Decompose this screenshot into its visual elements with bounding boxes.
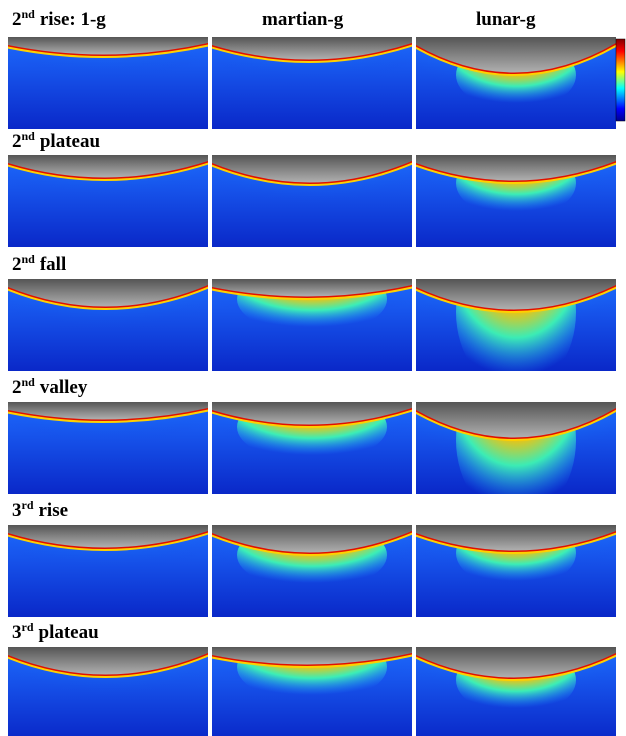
figure: martian-g lunar-g 2ndrise: 1-g2ndplateau… — [0, 0, 626, 736]
panel — [192, 489, 432, 618]
row-suffix: rd — [22, 620, 34, 634]
row-suffix: nd — [22, 252, 36, 266]
row-text: fall — [40, 254, 66, 275]
row-text: valley — [40, 377, 88, 398]
panel — [396, 117, 626, 247]
panel — [396, 232, 626, 392]
row-label: 2nd valley — [12, 375, 88, 398]
panel — [192, 119, 432, 248]
panel — [396, 487, 626, 617]
panel — [192, 361, 432, 494]
row-suffix: nd — [22, 7, 36, 21]
row-label: 2nd rise: 1-g — [12, 7, 106, 30]
row-number: 2 — [12, 377, 22, 398]
panel — [192, 233, 432, 371]
row-number: 2 — [12, 254, 22, 275]
row-number: 2 — [12, 131, 22, 152]
row-text: plateau — [39, 622, 100, 643]
row-suffix: nd — [22, 129, 36, 143]
row-label: 3rd plateau — [12, 620, 99, 643]
row-text: plateau — [40, 131, 101, 152]
panel — [0, 611, 228, 736]
colorbar — [616, 39, 625, 121]
page: {"columns": ["martian-g", "lunar-g"], "r… — [0, 0, 626, 736]
row-text: rise — [39, 500, 69, 521]
panel — [396, 360, 626, 520]
row-number: 3 — [12, 500, 22, 521]
row-suffix: nd — [22, 375, 36, 389]
row-suffix: rd — [22, 498, 34, 512]
column-header: martian-g — [262, 9, 344, 30]
panel — [0, 484, 228, 617]
row-number: 2 — [12, 9, 22, 30]
column-header: lunar-g — [476, 9, 536, 30]
panel — [192, 601, 432, 736]
row-text: rise: 1-g — [40, 9, 106, 30]
row-label: 2nd plateau — [12, 129, 100, 152]
row-number: 3 — [12, 622, 22, 643]
panel — [396, 614, 626, 736]
